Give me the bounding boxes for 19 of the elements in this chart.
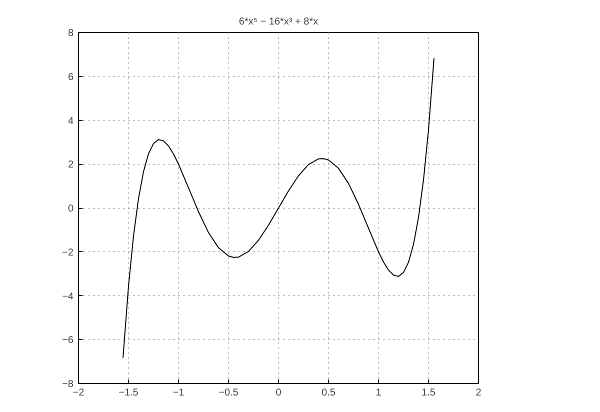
y-tick-label: 2 (68, 160, 74, 171)
y-tick-label: −4 (62, 291, 74, 302)
x-tick-label: 1.5 (422, 388, 436, 398)
x-tick-label: 0 (276, 388, 282, 398)
y-tick-label: 6 (68, 72, 74, 83)
x-tick-label: −0.5 (218, 388, 239, 398)
y-tick-label: −6 (62, 335, 74, 346)
chart-title: 6*x⁵ − 16*x³ + 8*x (238, 16, 318, 28)
y-tick-label: 8 (68, 28, 74, 39)
y-tick-label: −8 (62, 379, 74, 390)
x-tick-label: 0.5 (322, 388, 336, 398)
x-tick-label: −1 (172, 388, 185, 398)
x-tick-label: 1 (376, 388, 382, 398)
x-tick-label: −1.5 (118, 388, 139, 398)
y-tick-label: 0 (68, 204, 74, 214)
y-tick-label: −2 (62, 247, 74, 258)
line-series (122, 58, 434, 358)
y-tick-label: 4 (68, 116, 74, 127)
x-tick-label: 2 (476, 388, 482, 398)
